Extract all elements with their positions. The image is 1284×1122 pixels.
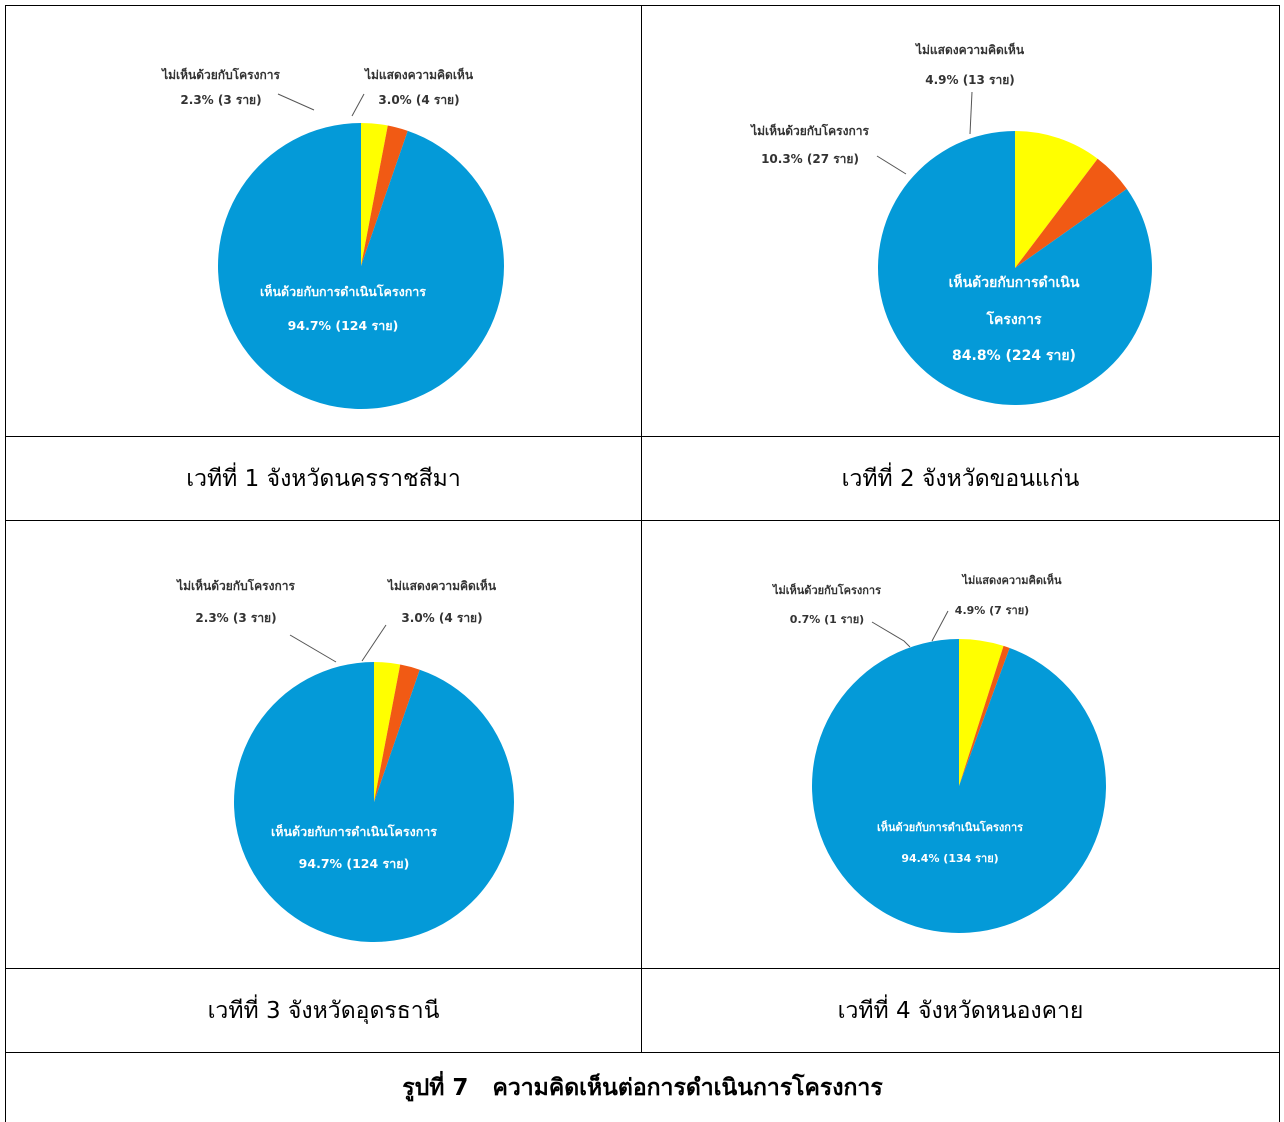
table-border-row3 [5, 968, 1280, 969]
pie-svg-4: ไม่เห็นด้วยกับโครงการ 0.7% (1 ราย) ไม่แส… [771, 573, 1106, 933]
value-disagree: 2.3% (3 ราย) [195, 611, 276, 625]
pie-slice-no-opinion [959, 639, 1004, 786]
value-agree: 84.8% (224 ราย) [952, 348, 1076, 364]
label-agree: เห็นด้วยกับการดำเนินโครงการ [271, 824, 437, 839]
pie-slice-agree [812, 639, 1106, 933]
pie-slice-disagree [1015, 158, 1127, 268]
table-border-top [5, 5, 1280, 6]
label-no-opinion: ไม่แสดงความคิดเห็น [914, 42, 1025, 57]
value-agree: 94.7% (124 ราย) [288, 318, 399, 333]
pie-slice-agree [234, 662, 515, 942]
caption-text: เวทีที่ 2 จังหวัดขอนแก่น [841, 465, 1080, 492]
leader-line-no-opinion [969, 91, 973, 135]
pie-slice-disagree [361, 125, 408, 266]
value-no-opinion: 4.9% (13 ราย) [925, 73, 1015, 87]
pie-svg-3: ไม่เห็นด้วยกับโครงการ 2.3% (3 ราย) ไม่แส… [175, 578, 515, 942]
label-agree: เห็นด้วยกับการดำเนินโครงการ [260, 284, 426, 299]
pie-slice-disagree [374, 664, 420, 802]
label-disagree: ไม่เห็นด้วยกับโครงการ [175, 578, 295, 593]
value-agree: 94.7% (124 ราย) [299, 856, 410, 871]
label-no-opinion: ไม่แสดงความคิดเห็น [960, 573, 1062, 587]
label-no-opinion: ไม่แสดงความคิดเห็น [363, 67, 474, 82]
value-disagree: 2.3% (3 ราย) [180, 93, 261, 107]
table-border-right [1279, 5, 1280, 1122]
table-border-middle [641, 5, 642, 1053]
pie-slice-no-opinion [361, 123, 388, 266]
table-border-left [5, 5, 6, 1122]
value-disagree: 10.3% (27 ราย) [761, 152, 859, 166]
label-agree: เห็นด้วยกับการดำเนินโครงการ [877, 820, 1023, 834]
figure-number: รูปที่ 7 [402, 1074, 469, 1101]
value-disagree: 0.7% (1 ราย) [790, 613, 864, 626]
pie-chart-nong-khai: ไม่เห็นด้วยกับโครงการ 0.7% (1 ราย) ไม่แส… [642, 521, 1279, 968]
leader-line-no-opinion [931, 610, 949, 642]
label-agree-line2: โครงการ [985, 310, 1042, 328]
caption-text: เวทีที่ 4 จังหวัดหนองคาย [837, 997, 1084, 1024]
pie-slice-no-opinion [1015, 131, 1098, 268]
pie-chart-nakhon-ratchasima: ไม่เห็นด้วยกับโครงการ 2.3% (3 ราย) ไม่แส… [6, 6, 641, 436]
caption-text: เวทีที่ 1 จังหวัดนครราชสีมา [186, 465, 461, 492]
figure-title-text: ความคิดเห็นต่อการดำเนินการโครงการ [492, 1074, 883, 1101]
label-disagree: ไม่เห็นด้วยกับโครงการ [771, 583, 881, 597]
table-border-row4 [5, 1052, 1280, 1053]
value-no-opinion: 4.9% (7 ราย) [955, 604, 1029, 617]
pie-chart-udon-thani: ไม่เห็นด้วยกับโครงการ 2.3% (3 ราย) ไม่แส… [6, 521, 641, 968]
leader-line-disagree [871, 621, 911, 648]
leader-line-disagree [876, 155, 907, 175]
caption-text: เวทีที่ 3 จังหวัดอุดรธานี [207, 997, 440, 1024]
value-agree: 94.4% (134 ราย) [901, 852, 998, 865]
label-disagree: ไม่เห็นด้วยกับโครงการ [749, 123, 869, 138]
leader-line-no-opinion [361, 624, 387, 662]
value-no-opinion: 3.0% (4 ราย) [378, 93, 459, 107]
caption-chart-3: เวทีที่ 3 จังหวัดอุดรธานี [6, 969, 641, 1052]
label-disagree: ไม่เห็นด้วยกับโครงการ [160, 67, 280, 82]
pie-slice-disagree [959, 645, 1010, 786]
leader-line-disagree [277, 93, 315, 111]
figure-spacer [468, 1075, 492, 1101]
value-no-opinion: 3.0% (4 ราย) [401, 611, 482, 625]
leader-line-no-opinion [351, 93, 365, 117]
pie-svg-2: ไม่แสดงความคิดเห็น 4.9% (13 ราย) ไม่เห็น… [749, 42, 1152, 405]
pie-slice-agree [878, 131, 1152, 405]
pie-slice-no-opinion [374, 662, 401, 802]
label-agree-line1: เห็นด้วยกับการดำเนิน [949, 273, 1080, 291]
caption-chart-4: เวทีที่ 4 จังหวัดหนองคาย [642, 969, 1279, 1052]
table-border-row1 [5, 436, 1280, 437]
pie-chart-khon-kaen: ไม่แสดงความคิดเห็น 4.9% (13 ราย) ไม่เห็น… [642, 6, 1279, 436]
label-no-opinion: ไม่แสดงความคิดเห็น [386, 578, 497, 593]
figure-title: รูปที่ 7 ความคิดเห็นต่อการดำเนินการโครงก… [6, 1053, 1279, 1122]
caption-chart-2: เวทีที่ 2 จังหวัดขอนแก่น [642, 437, 1279, 520]
leader-line-disagree [289, 634, 337, 663]
table-border-row2 [5, 520, 1280, 521]
pie-svg-1: ไม่เห็นด้วยกับโครงการ 2.3% (3 ราย) ไม่แส… [160, 67, 504, 409]
caption-chart-1: เวทีที่ 1 จังหวัดนครราชสีมา [6, 437, 641, 520]
pie-slice-agree [217, 123, 504, 409]
